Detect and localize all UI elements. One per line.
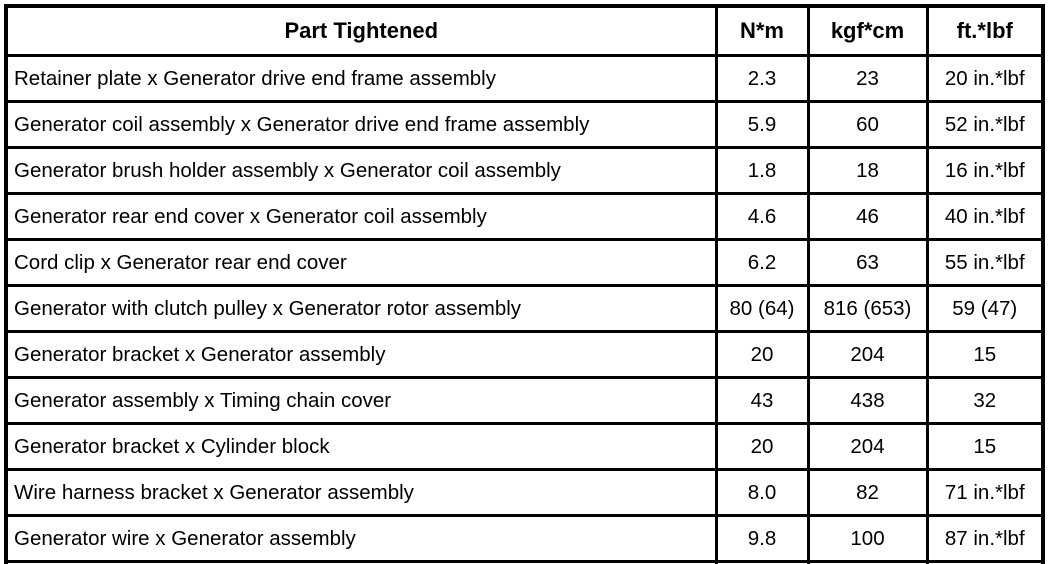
nm-cell: 6.2 [714, 238, 810, 287]
table-row: Generator assembly x Timing chain cover … [4, 376, 1045, 425]
ftlbf-cell: 16 in.*lbf [925, 146, 1045, 195]
nm-cell: 8.0 [714, 468, 810, 517]
part-cell: Generator bracket x Cylinder block [4, 422, 718, 471]
part-cell: Retainer plate x Generator drive end fra… [4, 54, 718, 103]
table-row: No. 2 idler pulley x Timing chain cover … [4, 560, 1045, 564]
kgfcm-cell: 438 [806, 376, 929, 425]
kgfcm-cell: 82 [806, 468, 929, 517]
kgfcm-cell: 204 [806, 330, 929, 379]
table-row: Generator bracket x Cylinder block 20 20… [4, 422, 1045, 471]
header-row: Part Tightened N*m kgf*cm ft.*lbf [4, 4, 1045, 57]
table-row: Generator rear end cover x Generator coi… [4, 192, 1045, 241]
nm-cell: 9.8 [714, 514, 810, 563]
column-header-nm: N*m [714, 4, 810, 57]
table-row: Wire harness bracket x Generator assembl… [4, 468, 1045, 517]
table-row: Generator coil assembly x Generator driv… [4, 100, 1045, 149]
part-cell: Generator assembly x Timing chain cover [4, 376, 718, 425]
column-header-part-tightened: Part Tightened [4, 4, 718, 57]
nm-cell: 54 [714, 560, 810, 564]
part-cell: Generator with clutch pulley x Generator… [4, 284, 718, 333]
kgfcm-cell: 204 [806, 422, 929, 471]
nm-cell: 20 [714, 330, 810, 379]
kgfcm-cell: 816 (653) [806, 284, 929, 333]
ftlbf-cell: 55 in.*lbf [925, 238, 1045, 287]
part-cell: Generator rear end cover x Generator coi… [4, 192, 718, 241]
part-cell: Generator wire x Generator assembly [4, 514, 718, 563]
part-cell: Generator bracket x Generator assembly [4, 330, 718, 379]
table-row: Retainer plate x Generator drive end fra… [4, 54, 1045, 103]
kgfcm-cell: 551 [806, 560, 929, 564]
ftlbf-cell: 59 (47) [925, 284, 1045, 333]
kgfcm-cell: 63 [806, 238, 929, 287]
nm-cell: 80 (64) [714, 284, 810, 333]
nm-cell: 1.8 [714, 146, 810, 195]
table-row: Generator brush holder assembly x Genera… [4, 146, 1045, 195]
part-cell: Cord clip x Generator rear end cover [4, 238, 718, 287]
kgfcm-cell: 23 [806, 54, 929, 103]
kgfcm-cell: 46 [806, 192, 929, 241]
torque-spec-table: Part Tightened N*m kgf*cm ft.*lbf Retain… [4, 4, 1045, 564]
kgfcm-cell: 60 [806, 100, 929, 149]
table-row: Cord clip x Generator rear end cover 6.2… [4, 238, 1045, 287]
ftlbf-cell: 15 [925, 330, 1045, 379]
ftlbf-cell: 32 [925, 376, 1045, 425]
nm-cell: 2.3 [714, 54, 810, 103]
ftlbf-cell: 87 in.*lbf [925, 514, 1045, 563]
table-row: Generator with clutch pulley x Generator… [4, 284, 1045, 333]
ftlbf-cell: 20 in.*lbf [925, 54, 1045, 103]
part-cell: Generator coil assembly x Generator driv… [4, 100, 718, 149]
nm-cell: 43 [714, 376, 810, 425]
part-cell: No. 2 idler pulley x Timing chain cover [4, 560, 718, 564]
ftlbf-cell: 52 in.*lbf [925, 100, 1045, 149]
ftlbf-cell: 15 [925, 422, 1045, 471]
part-cell: Generator brush holder assembly x Genera… [4, 146, 718, 195]
kgfcm-cell: 18 [806, 146, 929, 195]
ftlbf-cell: 40 in.*lbf [925, 192, 1045, 241]
ftlbf-cell: 40 [925, 560, 1045, 564]
ftlbf-cell: 71 in.*lbf [925, 468, 1045, 517]
nm-cell: 20 [714, 422, 810, 471]
table-row: Generator wire x Generator assembly 9.8 … [4, 514, 1045, 563]
table-row: Generator bracket x Generator assembly 2… [4, 330, 1045, 379]
column-header-kgfcm: kgf*cm [806, 4, 929, 57]
part-cell: Wire harness bracket x Generator assembl… [4, 468, 718, 517]
nm-cell: 4.6 [714, 192, 810, 241]
nm-cell: 5.9 [714, 100, 810, 149]
kgfcm-cell: 100 [806, 514, 929, 563]
column-header-ftlbf: ft.*lbf [925, 4, 1045, 57]
